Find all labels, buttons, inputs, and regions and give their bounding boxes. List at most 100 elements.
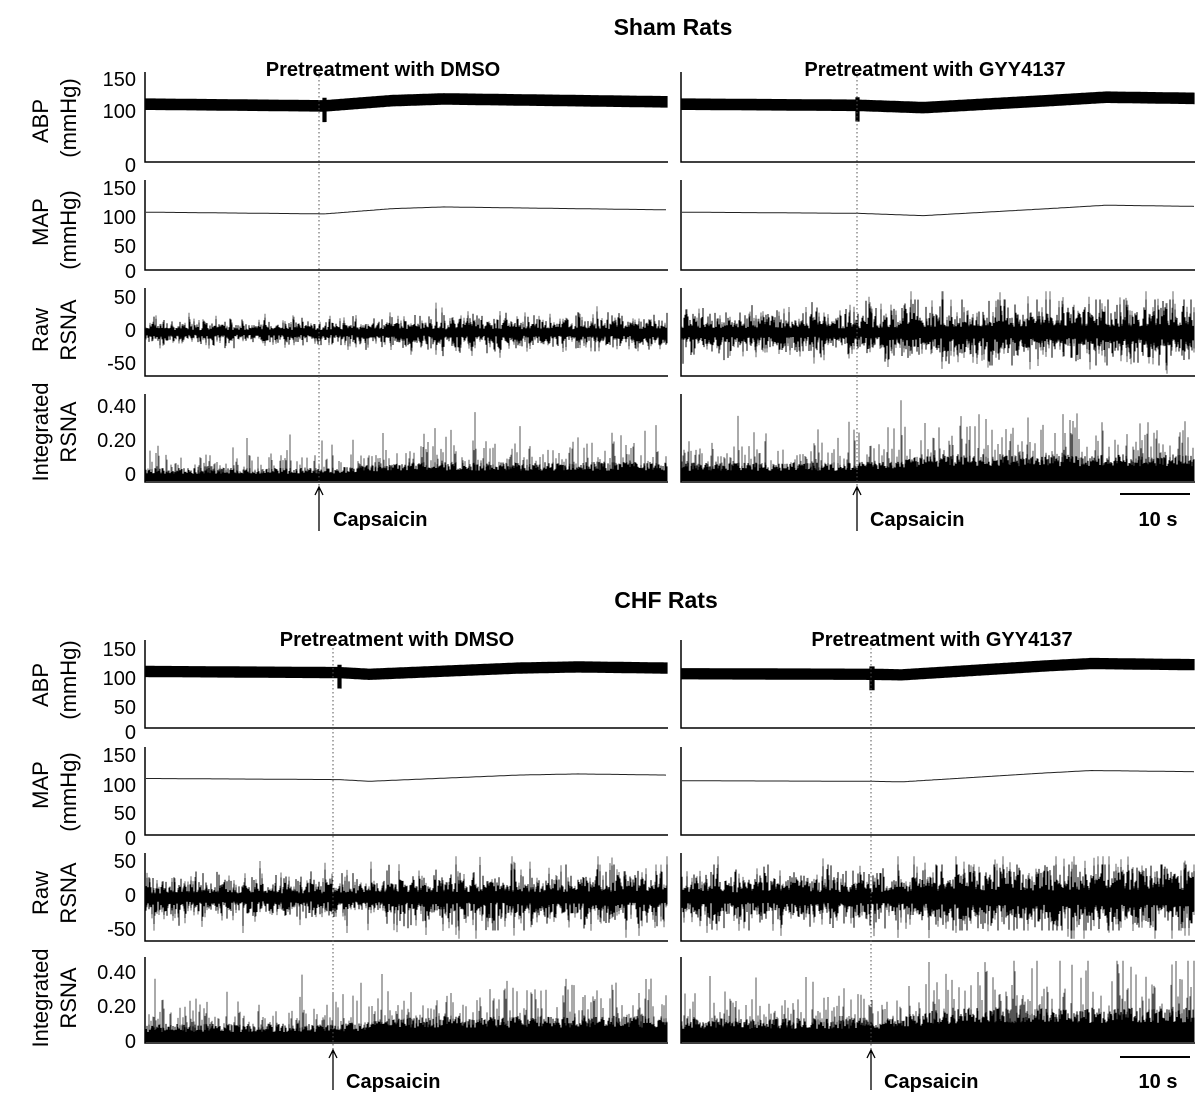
raw-rsna-band-sham-gyy: [681, 299, 1195, 366]
axis-map-chf-gyy: [680, 747, 1195, 836]
condition-title-sham-gyy: Pretreatment with GYY4137: [804, 59, 1065, 81]
axis-int-sham-gyy: [680, 394, 1195, 483]
trace-abp-chf-gyy: [681, 657, 1195, 691]
axes-chf: [144, 640, 1195, 1044]
stimulus-label-chf-gyy: Capsaicin: [884, 1071, 978, 1093]
ytick-abp-chf-150: 150: [103, 639, 136, 661]
scale-bar-label-chf: 10 s: [1139, 1071, 1178, 1093]
trace-abp-sham-gyy: [681, 91, 1195, 122]
ylabel-abp-chf-2: (mmHg): [56, 640, 81, 719]
int-rsna-base-chf-dmso: [145, 1015, 668, 1042]
axis-abp-sham-gyy: [680, 72, 1195, 163]
ylabel-raw-chf-2: RSNA: [56, 862, 81, 923]
ytick-abp-chf-100: 100: [103, 668, 136, 690]
trace-abp-chf-dmso: [145, 661, 668, 689]
abp-waveform-sham-dmso: [145, 93, 668, 123]
ytick-raw-sham-minus50: -50: [107, 353, 136, 375]
axis-abp-chf-gyy: [680, 640, 1195, 729]
raw-rsna-band-sham-dmso: [145, 308, 668, 357]
ytick-map-chf-150: 150: [103, 745, 136, 767]
ytick-raw-chf-0: 0: [125, 885, 136, 907]
trace-map-chf-dmso: [146, 773, 667, 782]
trace-map-sham-dmso: [146, 206, 666, 215]
ylabel-int-sham-1: Integrated: [28, 382, 53, 481]
ytick-abp-sham-100: 100: [103, 101, 136, 123]
condition-title-chf-dmso: Pretreatment with DMSO: [280, 629, 514, 651]
map-line-sham-gyy: [682, 204, 1195, 217]
trace-raw-rsna-chf-dmso: [145, 856, 668, 939]
axis-raw-sham-dmso: [144, 288, 668, 377]
ylabel-map-chf-1: MAP: [28, 761, 53, 809]
ylabel-map-sham-2: (mmHg): [56, 190, 81, 269]
trace-map-chf-gyy: [682, 769, 1195, 783]
ylabel-map-chf-2: (mmHg): [56, 752, 81, 831]
ylabel-int-chf-1: Integrated: [28, 948, 53, 1047]
ytick-int-chf-040: 0.40: [97, 962, 136, 984]
condition-title-chf-gyy: Pretreatment with GYY4137: [811, 629, 1072, 651]
stimulus-label-sham-dmso: Capsaicin: [333, 509, 427, 531]
panel-sham-dmso: [145, 93, 668, 481]
ylabel-abp-chf-1: ABP: [28, 663, 53, 707]
axis-int-sham-dmso: [144, 394, 668, 483]
axis-abp-sham-dmso: [144, 72, 668, 163]
ytick-map-sham-150: 150: [103, 178, 136, 200]
abp-waveform-chf-dmso: [145, 661, 668, 689]
ytick-raw-chf-minus50: -50: [107, 919, 136, 941]
axis-int-chf-gyy: [680, 957, 1195, 1044]
ytick-abp-chf-50: 50: [114, 697, 136, 719]
axis-int-chf-dmso: [144, 957, 668, 1044]
axis-map-sham-dmso: [144, 180, 668, 271]
ytick-raw-sham-0: 0: [125, 320, 136, 342]
trace-raw-rsna-chf-gyy: [681, 856, 1195, 939]
axis-raw-chf-dmso: [144, 853, 668, 942]
axis-map-chf-dmso: [144, 747, 668, 836]
map-line-sham-dmso: [146, 206, 666, 215]
ylabel-int-chf-2: RSNA: [56, 967, 81, 1028]
raw-rsna-band-chf-dmso: [145, 864, 668, 931]
ytick-int-sham-0: 0: [125, 464, 136, 486]
trace-integrated-rsna-sham-gyy: [681, 400, 1195, 481]
axis-raw-chf-gyy: [680, 853, 1195, 942]
ylabel-raw-chf-1: Raw: [28, 871, 53, 915]
panel-sham-gyy: [681, 91, 1195, 481]
trace-abp-sham-dmso: [145, 93, 668, 123]
raw-rsna-band-chf-gyy: [681, 864, 1195, 931]
ytick-map-chf-50: 50: [114, 803, 136, 825]
axis-raw-sham-gyy: [680, 288, 1195, 377]
group-chf: CHF Rats Pretreatment with DMSO Pretreat…: [28, 587, 1195, 1093]
group-sham: Sham Rats Pretreatment with DMSO Pretrea…: [28, 14, 1195, 531]
ytick-map-sham-50: 50: [114, 236, 136, 258]
ytick-raw-chf-50: 50: [114, 851, 136, 873]
stimulus-arrow-chf-dmso: [328, 1048, 338, 1090]
ytick-int-chf-0: 0: [125, 1031, 136, 1053]
ytick-abp-sham-150: 150: [103, 69, 136, 91]
int-rsna-base-chf-gyy: [681, 1007, 1195, 1042]
abp-waveform-sham-gyy: [681, 91, 1195, 122]
ytick-map-sham-100: 100: [103, 207, 136, 229]
ytick-int-sham-040: 0.40: [97, 396, 136, 418]
ylabel-int-sham-2: RSNA: [56, 401, 81, 462]
ytick-raw-sham-50: 50: [114, 287, 136, 309]
int-rsna-base-sham-dmso: [145, 462, 668, 481]
group-title-chf: CHF Rats: [614, 587, 718, 613]
axis-abp-chf-dmso: [144, 640, 668, 729]
ylabel-raw-sham-2: RSNA: [56, 299, 81, 360]
stimulus-arrow-sham-dmso: [314, 485, 324, 531]
trace-integrated-rsna-sham-dmso: [145, 412, 668, 481]
trace-integrated-rsna-chf-dmso: [145, 974, 668, 1042]
ylabel-raw-sham-1: Raw: [28, 308, 53, 352]
ytick-map-chf-0: 0: [125, 828, 136, 850]
condition-title-sham-dmso: Pretreatment with DMSO: [266, 59, 500, 81]
panel-chf-gyy: [681, 657, 1195, 1042]
ytick-abp-sham-0: 0: [125, 155, 136, 177]
ylabel-abp-sham-2: (mmHg): [56, 78, 81, 157]
trace-integrated-rsna-chf-gyy: [681, 960, 1195, 1042]
ylabel-map-sham-1: MAP: [28, 198, 53, 246]
group-title-sham: Sham Rats: [614, 14, 733, 40]
abp-waveform-chf-gyy: [681, 657, 1195, 691]
trace-map-sham-gyy: [682, 204, 1195, 217]
axes-sham: [144, 72, 1195, 483]
ytick-abp-chf-0: 0: [125, 722, 136, 744]
panel-chf-dmso: [145, 661, 668, 1042]
